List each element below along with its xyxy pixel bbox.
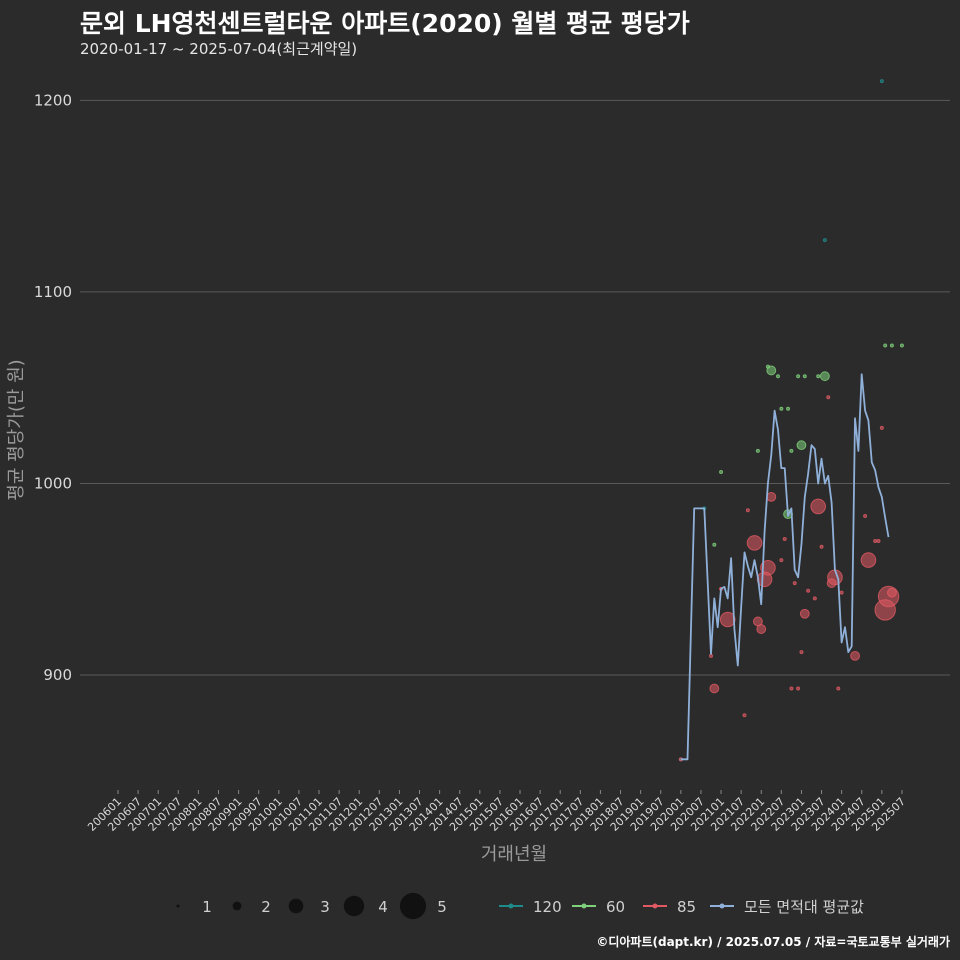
- size-legend-label: 5: [437, 898, 447, 916]
- legend-label: 120: [533, 898, 562, 916]
- legend-key-dot: [581, 903, 587, 909]
- y-tick-label: 1200: [34, 91, 72, 109]
- point-60: [796, 374, 801, 379]
- point-85: [756, 624, 767, 634]
- size-legend-label: 4: [378, 898, 388, 916]
- point-85: [863, 514, 868, 519]
- point-85: [819, 544, 824, 549]
- point-60: [775, 374, 780, 379]
- point-85: [760, 559, 776, 576]
- size-legend-label: 1: [202, 898, 212, 916]
- point-85: [709, 683, 720, 694]
- y-tick-label: 900: [43, 666, 72, 684]
- point-85: [799, 608, 810, 619]
- size-legend-dot: [288, 898, 304, 914]
- size-legend-dot: [232, 901, 242, 911]
- y-tick-label: 1100: [34, 283, 72, 301]
- point-85: [746, 535, 763, 551]
- point-85: [796, 686, 801, 691]
- legend-key-dot: [719, 903, 725, 909]
- source-footer: ©디아파트(dapt.kr) / 2025.07.05 / 자료=국토교통부 실…: [596, 935, 950, 949]
- point-85: [745, 508, 750, 513]
- point-85: [876, 538, 881, 543]
- point-85: [799, 650, 804, 655]
- chart-subtitle: 2020-01-17 ~ 2025-07-04(최근계약일): [80, 40, 358, 58]
- legend-label: 모든 면적대 평균값: [744, 898, 864, 916]
- size-legend-label: 3: [320, 898, 330, 916]
- legend-key-dot: [508, 903, 514, 909]
- point-60: [712, 542, 717, 547]
- point-85: [826, 395, 831, 400]
- point-85: [719, 611, 736, 628]
- point-60: [789, 448, 794, 453]
- size-legend-dot: [176, 904, 180, 908]
- size-legend-dot: [399, 892, 427, 920]
- point-85: [742, 713, 747, 718]
- point-60: [786, 406, 791, 411]
- point-85: [789, 686, 794, 691]
- point-60: [819, 371, 830, 382]
- point-85: [766, 491, 777, 502]
- point-85: [886, 587, 897, 598]
- point-85: [792, 581, 797, 586]
- point-85: [850, 650, 860, 661]
- x-axis-title: 거래년월: [481, 844, 547, 865]
- point-60: [755, 448, 760, 453]
- point-60: [889, 343, 894, 348]
- point-85: [836, 686, 841, 691]
- size-legend-dot: [343, 895, 365, 917]
- point-85: [860, 552, 877, 568]
- point-60: [779, 406, 784, 411]
- point-60: [802, 374, 807, 379]
- point-60: [719, 469, 724, 474]
- point-60: [816, 374, 821, 379]
- point-85: [806, 588, 811, 593]
- point-85: [879, 425, 884, 430]
- average-line: [680, 373, 890, 761]
- point-60: [899, 343, 904, 348]
- point-120: [879, 79, 884, 84]
- chart-title: 문외 LH영천센트럴타운 아파트(2020) 월별 평균 평당가: [80, 9, 690, 38]
- point-85: [810, 498, 826, 515]
- point-60: [883, 343, 888, 348]
- y-tick-label: 1000: [34, 474, 72, 492]
- legend-label: 85: [677, 898, 696, 916]
- legend-label: 60: [606, 898, 625, 916]
- point-85: [782, 537, 787, 542]
- point-60: [796, 440, 807, 451]
- point-85: [839, 590, 844, 595]
- point-85: [812, 596, 817, 601]
- point-120: [822, 238, 827, 243]
- point-85: [873, 538, 878, 543]
- size-legend-label: 2: [261, 898, 271, 916]
- y-axis-title: 평균 평당가(만 원): [6, 359, 27, 500]
- legend-key-dot: [652, 903, 658, 909]
- point-60: [766, 365, 777, 376]
- point-85: [779, 558, 784, 563]
